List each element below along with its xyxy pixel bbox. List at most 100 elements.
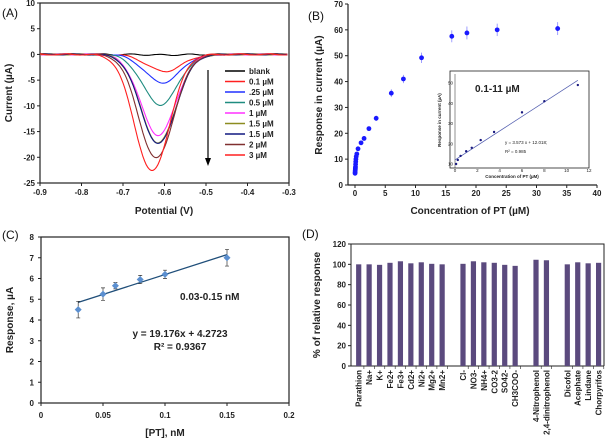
x-category-label: Acephate bbox=[574, 369, 583, 406]
x-tick-label-c: 0.1 bbox=[159, 411, 171, 420]
inset-data-point bbox=[543, 100, 546, 103]
inset-fit-line bbox=[454, 79, 579, 161]
x-tick-label-a: -0.5 bbox=[199, 188, 213, 197]
x-category-label: CO3-2 bbox=[490, 369, 499, 393]
data-point bbox=[366, 126, 372, 132]
x-category-label: NO3- bbox=[469, 370, 478, 389]
x-category-label: Ni2+ bbox=[417, 370, 426, 387]
y-tick-label-c: 0 bbox=[30, 399, 35, 408]
inset-data-point bbox=[454, 162, 458, 166]
y-tick-label-d: 120 bbox=[333, 240, 347, 249]
x-tick-label-b: 40 bbox=[593, 189, 602, 198]
x-category-label: SO42- bbox=[501, 370, 510, 393]
x-tick-label-c: 0 bbox=[39, 411, 44, 420]
x-tick-label-c: 0.15 bbox=[219, 411, 235, 420]
inset-data-point bbox=[576, 83, 580, 87]
data-point bbox=[419, 55, 424, 61]
x-category-label: Fe3+ bbox=[396, 370, 405, 389]
panel-label-a: (A) bbox=[2, 6, 18, 20]
inset-x-tick-label: 0 bbox=[454, 168, 457, 173]
y-tick-label-b: 30 bbox=[334, 103, 343, 112]
y-tick-label-a: -5 bbox=[28, 76, 36, 85]
data-point bbox=[464, 30, 470, 36]
y-tick-label-a: 10 bbox=[26, 0, 35, 8]
inset-x-tick-label: 10 bbox=[564, 168, 570, 173]
bar bbox=[376, 264, 383, 366]
y-axis-label-c: Response, µA bbox=[5, 287, 16, 353]
inset-y-tick-label: 40 bbox=[448, 101, 454, 106]
data-point bbox=[99, 290, 107, 298]
legend-label: 0.5 µM bbox=[249, 99, 274, 108]
x-category-label: Lindane bbox=[584, 369, 593, 400]
inset-data-point bbox=[470, 146, 473, 149]
x-category-label: NH4+ bbox=[480, 370, 489, 391]
bar bbox=[418, 262, 424, 366]
x-category-label: Parathion bbox=[355, 370, 364, 407]
x-category-label: CH3COO- bbox=[511, 370, 520, 407]
inset-range-annotation: 0.1-11 µM bbox=[475, 84, 520, 95]
y-tick-label-d: 100 bbox=[333, 260, 347, 269]
data-point bbox=[136, 276, 144, 284]
x-category-label: 2,4-dinitrophenol bbox=[542, 370, 551, 435]
y-tick-label-c: 6 bbox=[30, 275, 35, 284]
legend-label: 2 µM bbox=[249, 141, 267, 150]
bar bbox=[543, 260, 550, 366]
y-tick-label-d: 60 bbox=[337, 301, 346, 310]
y-tick-label-c: 2 bbox=[30, 358, 35, 367]
y-tick-label-d: 80 bbox=[337, 281, 346, 290]
y-tick-label-c: 4 bbox=[30, 316, 35, 325]
x-tick-label-a: -0.7 bbox=[116, 188, 130, 197]
y-tick-label-c: 5 bbox=[30, 295, 35, 304]
x-category-label: 4-Nitrophenol bbox=[532, 370, 541, 422]
bar bbox=[470, 261, 477, 366]
x-tick-label-a: -0.8 bbox=[75, 188, 89, 197]
legend-label: 3 µM bbox=[249, 151, 267, 160]
bar bbox=[533, 259, 539, 366]
inset-x-tick-label: 2 bbox=[476, 168, 479, 173]
inset-data-point bbox=[520, 111, 524, 114]
arrow-head-icon bbox=[205, 158, 211, 166]
bar bbox=[575, 262, 581, 366]
bar bbox=[429, 263, 435, 366]
inset-fit-equation: y = 3.573 x + 12.018; bbox=[505, 140, 547, 145]
y-tick-label-c: 8 bbox=[30, 233, 35, 242]
bar bbox=[366, 264, 372, 366]
inset-y-tick-label: 20 bbox=[448, 141, 454, 146]
legend-label: blank bbox=[249, 67, 270, 76]
inset-r-squared: R² = 0.985 bbox=[505, 149, 527, 154]
y-tick-label-d: 20 bbox=[337, 342, 346, 351]
x-tick-label-a: -0.3 bbox=[282, 188, 296, 197]
bar bbox=[387, 262, 393, 366]
inset-y-axis-label: Response in current (µA) bbox=[437, 93, 442, 147]
data-point bbox=[388, 90, 394, 96]
x-category-label: Fe2+ bbox=[386, 370, 395, 389]
plot-frame-c bbox=[40, 236, 290, 404]
data-point bbox=[373, 115, 379, 121]
data-point bbox=[358, 140, 364, 146]
x-tick-label-b: 5 bbox=[383, 189, 388, 198]
y-axis-label-d: % of relative response bbox=[312, 251, 323, 358]
x-axis-label-b: Concentration of PT (µM) bbox=[410, 206, 529, 217]
legend-label: 1.5 µM bbox=[249, 120, 274, 129]
data-point bbox=[555, 26, 561, 31]
inset-x-tick-label: 6 bbox=[521, 168, 524, 173]
inset-data-point bbox=[479, 138, 482, 142]
data-point bbox=[494, 27, 500, 33]
x-category-label: Cd2+ bbox=[407, 370, 416, 390]
x-tick-label-a: -0.6 bbox=[158, 188, 172, 197]
data-point bbox=[161, 270, 169, 278]
data-point bbox=[355, 146, 361, 152]
inset-y-tick-label: 30 bbox=[448, 121, 454, 126]
x-tick-label-b: 20 bbox=[472, 189, 481, 198]
data-point bbox=[361, 136, 367, 141]
y-tick-label-b: 20 bbox=[334, 129, 343, 138]
voltammogram-curve bbox=[39, 53, 288, 171]
data-point bbox=[401, 76, 406, 82]
y-tick-label-a: -20 bbox=[23, 153, 35, 162]
y-tick-label-c: 7 bbox=[30, 254, 35, 263]
y-tick-label-b: 60 bbox=[334, 26, 343, 35]
inset-data-point bbox=[459, 154, 462, 158]
range-annotation: 0.03-0.15 nM bbox=[180, 292, 239, 303]
bar bbox=[595, 262, 602, 366]
